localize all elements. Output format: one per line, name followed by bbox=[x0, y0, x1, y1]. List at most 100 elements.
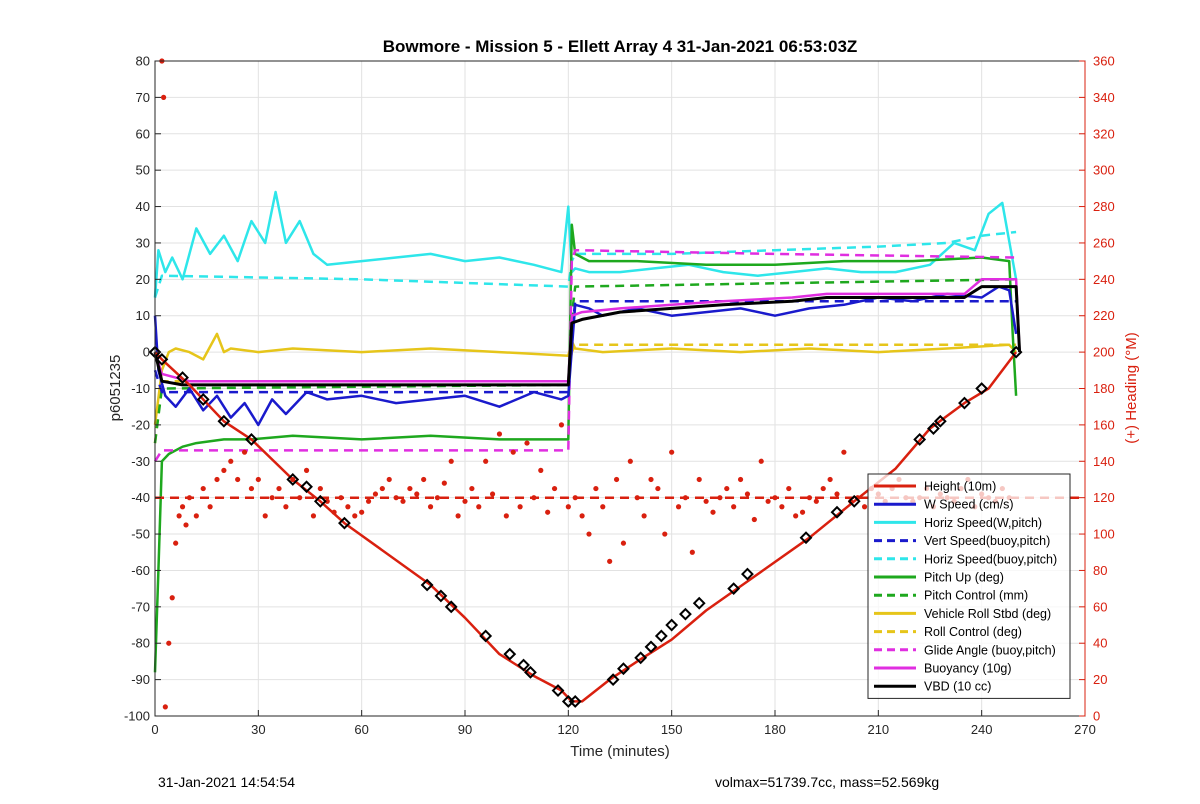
legend-label: Pitch Up (deg) bbox=[924, 571, 1004, 585]
heading-point bbox=[607, 558, 613, 564]
heading-point bbox=[338, 495, 344, 501]
heading-point bbox=[352, 513, 358, 519]
y-left-tick-label: -80 bbox=[131, 636, 150, 651]
heading-point bbox=[235, 476, 241, 483]
y-left-tick-label: 70 bbox=[136, 90, 150, 105]
height-marker bbox=[286, 473, 300, 486]
x-tick-label: 30 bbox=[251, 722, 265, 737]
height-marker bbox=[727, 582, 741, 596]
heading-point bbox=[765, 498, 771, 504]
heading-point bbox=[255, 476, 261, 483]
heading-point bbox=[600, 504, 606, 510]
height-marker bbox=[217, 414, 231, 428]
footer-volume-mass: volmax=51739.7cc, mass=52.569kg bbox=[715, 774, 940, 790]
series-horiz-speed-buoy-pitch bbox=[153, 230, 1017, 298]
heading-point bbox=[221, 467, 227, 473]
heading-point bbox=[421, 476, 427, 483]
legend-label: Roll Control (deg) bbox=[924, 625, 1022, 639]
height-marker bbox=[551, 684, 565, 697]
legend-entry: Horiz Speed(buoy,pitch) bbox=[874, 552, 1057, 566]
heading-point bbox=[379, 485, 385, 492]
heading-point bbox=[813, 498, 819, 504]
heading-point bbox=[662, 531, 668, 537]
height-marker bbox=[679, 607, 692, 621]
heading-point bbox=[173, 540, 179, 546]
heading-point bbox=[427, 504, 434, 510]
heading-point bbox=[317, 485, 323, 492]
heading-point bbox=[696, 476, 702, 483]
y-right-tick-label: 220 bbox=[1093, 308, 1115, 323]
y-right-tick-label: 260 bbox=[1093, 235, 1115, 250]
y-right-tick-label: 0 bbox=[1093, 709, 1100, 724]
height-marker bbox=[606, 673, 620, 687]
heading-point bbox=[161, 94, 167, 100]
heading-point bbox=[586, 531, 592, 537]
heading-point bbox=[241, 449, 248, 455]
y-axis-right-label: (+) Heading (°M) bbox=[1123, 332, 1140, 443]
legend-entry: Horiz Speed(W,pitch) bbox=[874, 516, 1042, 530]
legend-entry: Roll Control (deg) bbox=[874, 625, 1022, 639]
height-marker bbox=[1009, 345, 1023, 359]
y-left-tick-label: 60 bbox=[136, 126, 150, 141]
heading-point bbox=[627, 458, 633, 464]
height-marker bbox=[913, 433, 927, 446]
legend-label: Horiz Speed(W,pitch) bbox=[924, 516, 1042, 530]
y-right-tick-label: 340 bbox=[1093, 90, 1115, 105]
legend-label: Horiz Speed(buoy,pitch) bbox=[924, 552, 1057, 566]
legend-entry: Pitch Control (mm) bbox=[874, 589, 1028, 603]
y-right-tick-label: 160 bbox=[1093, 417, 1115, 432]
y-right-tick-label: 300 bbox=[1093, 163, 1115, 178]
heading-point bbox=[545, 509, 551, 515]
heading-point bbox=[806, 495, 813, 501]
series-w-speed-cm-s bbox=[153, 285, 1018, 427]
height-marker bbox=[799, 531, 813, 545]
heading-point bbox=[441, 480, 447, 486]
x-tick-label: 150 bbox=[661, 722, 683, 737]
legend-entry: Pitch Up (deg) bbox=[874, 571, 1004, 585]
heading-point bbox=[186, 495, 193, 501]
heading-point bbox=[669, 449, 675, 455]
heading-point bbox=[365, 498, 372, 504]
heading-point bbox=[579, 513, 585, 519]
heading-point bbox=[183, 522, 189, 528]
heading-point bbox=[717, 495, 723, 501]
legend-entry: Height (10m) bbox=[874, 480, 996, 494]
heading-point bbox=[324, 498, 330, 504]
heading-point bbox=[359, 509, 365, 515]
heading-point bbox=[593, 485, 599, 492]
heading-point bbox=[558, 422, 565, 428]
heading-point bbox=[737, 476, 744, 483]
heading-point bbox=[744, 491, 751, 497]
legend-label: Height (10m) bbox=[924, 480, 996, 494]
y-right-tick-label: 360 bbox=[1093, 54, 1115, 69]
legend-label: Glide Angle (buoy,pitch) bbox=[924, 643, 1056, 657]
heading-point bbox=[834, 491, 840, 497]
series-vbd-10-cc bbox=[153, 285, 1022, 387]
legend-label: Buoyancy (10g) bbox=[924, 662, 1012, 676]
y-right-tick-label: 200 bbox=[1093, 345, 1115, 360]
legend-entry: VBD (10 cc) bbox=[874, 680, 991, 694]
heading-point bbox=[414, 491, 420, 497]
y-left-tick-label: -90 bbox=[131, 672, 150, 687]
legend-label: Vehicle Roll Stbd (deg) bbox=[924, 607, 1051, 621]
heading-point bbox=[434, 495, 441, 501]
y-left-tick-label: -10 bbox=[131, 381, 150, 396]
heading-point bbox=[310, 513, 317, 519]
heading-point bbox=[169, 595, 175, 601]
heading-point bbox=[345, 504, 351, 510]
heading-point bbox=[489, 491, 496, 497]
y-right-tick-label: 60 bbox=[1093, 599, 1107, 614]
height-marker bbox=[692, 596, 706, 610]
x-tick-label: 60 bbox=[354, 722, 368, 737]
heading-point bbox=[176, 513, 182, 519]
heading-point bbox=[703, 498, 709, 504]
height-marker bbox=[617, 662, 630, 676]
x-axis-label: Time (minutes) bbox=[570, 743, 669, 760]
y-left-tick-label: 80 bbox=[136, 54, 150, 69]
heading-point bbox=[517, 504, 523, 510]
y-left-tick-label: -50 bbox=[131, 527, 150, 542]
heading-point bbox=[193, 513, 199, 519]
heading-point bbox=[538, 467, 544, 473]
